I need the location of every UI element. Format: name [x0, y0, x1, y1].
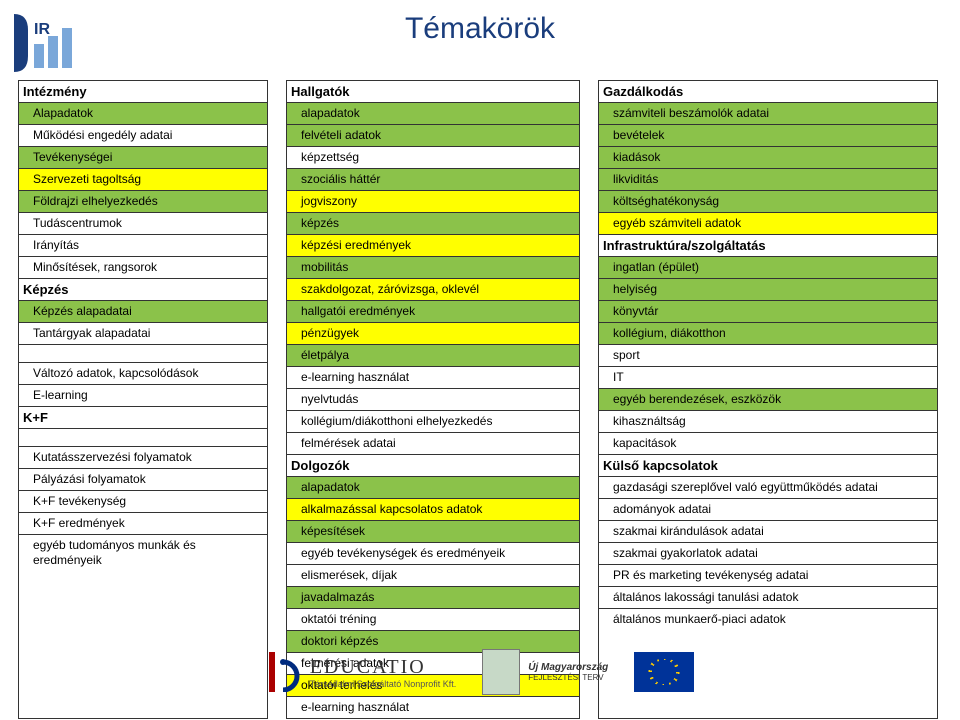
table-row: Irányítás	[19, 235, 267, 257]
section-header: Intézmény	[19, 81, 267, 103]
footer: EDUCATIO Társadalmi Szolgáltató Nonprofi…	[0, 636, 960, 708]
section-header: Képzés	[19, 279, 267, 301]
table-row: K+F tevékenység	[19, 491, 267, 513]
section-header: Gazdálkodás	[599, 81, 937, 103]
educatio-text: EDUCATIO	[310, 656, 457, 679]
table-row: helyiség	[599, 279, 937, 301]
table-row: Tevékenységei	[19, 147, 267, 169]
table-row: Tantárgyak alapadatai	[19, 323, 267, 345]
table-row: Minősítések, rangsorok	[19, 257, 267, 279]
table-row: mobilitás	[287, 257, 579, 279]
table-row: Szervezeti tagoltság	[19, 169, 267, 191]
table-row: könyvtár	[599, 301, 937, 323]
table-row: likviditás	[599, 169, 937, 191]
table-row: felmérések adatai	[287, 433, 579, 455]
table-row: IT	[599, 367, 937, 389]
table-row: képzettség	[287, 147, 579, 169]
educatio-logo: EDUCATIO Társadalmi Szolgáltató Nonprofi…	[266, 652, 457, 692]
table-row: általános munkaerő-piaci adatok	[599, 609, 937, 630]
table-row: egyéb tudományos munkák és eredményeik	[19, 535, 267, 571]
spacer-row	[19, 429, 267, 447]
table-row: alapadatok	[287, 477, 579, 499]
table-row: javadalmazás	[287, 587, 579, 609]
table-row: egyéb berendezések, eszközök	[599, 389, 937, 411]
section-header: Infrastruktúra/szolgáltatás	[599, 235, 937, 257]
table-row: életpálya	[287, 345, 579, 367]
table-row: kollégium, diákotthon	[599, 323, 937, 345]
table-row: jogviszony	[287, 191, 579, 213]
table-row: alkalmazással kapcsolatos adatok	[287, 499, 579, 521]
columns-wrapper: IntézményAlapadatokMűködési engedély ada…	[18, 80, 938, 719]
section-header: K+F	[19, 407, 267, 429]
table-row: Földrajzi elhelyezkedés	[19, 191, 267, 213]
table-row: Alapadatok	[19, 103, 267, 125]
table-row: elismerések, díjak	[287, 565, 579, 587]
table-row: képzési eredmények	[287, 235, 579, 257]
table-row: pénzügyek	[287, 323, 579, 345]
table-row: kapacitások	[599, 433, 937, 455]
table-row: kihasználtság	[599, 411, 937, 433]
table-row: ingatlan (épület)	[599, 257, 937, 279]
table-row: K+F eredmények	[19, 513, 267, 535]
page-title: Témakörök	[0, 12, 960, 46]
table-row: képesítések	[287, 521, 579, 543]
umft-line2: FEJLESZTÉSI TERV	[528, 673, 608, 682]
table-row: alapadatok	[287, 103, 579, 125]
table-row: szakmai kirándulások adatai	[599, 521, 937, 543]
table-row: Változó adatok, kapcsolódások	[19, 363, 267, 385]
table-row: hallgatói eredmények	[287, 301, 579, 323]
table-row: szociális háttér	[287, 169, 579, 191]
table-row: egyéb számviteli adatok	[599, 213, 937, 235]
table-row: gazdasági szereplővel való együttműködés…	[599, 477, 937, 499]
table-row: Kutatásszervezési folyamatok	[19, 447, 267, 469]
table-row: Tudáscentrumok	[19, 213, 267, 235]
table-row: szakdolgozat, záróvizsga, oklevél	[287, 279, 579, 301]
eu-flag-icon	[634, 652, 694, 692]
table-row: PR és marketing tevékenység adatai	[599, 565, 937, 587]
spacer-row	[19, 345, 267, 363]
table-row: Pályázási folyamatok	[19, 469, 267, 491]
table-row: Működési engedély adatai	[19, 125, 267, 147]
table-row: kiadások	[599, 147, 937, 169]
table-row: bevételek	[599, 125, 937, 147]
column-1: IntézményAlapadatokMűködési engedély ada…	[18, 80, 268, 719]
table-row: képzés	[287, 213, 579, 235]
section-header: Dolgozók	[287, 455, 579, 477]
table-row: szakmai gyakorlatok adatai	[599, 543, 937, 565]
table-row: nyelvtudás	[287, 389, 579, 411]
table-row: általános lakossági tanulási adatok	[599, 587, 937, 609]
table-row: E-learning	[19, 385, 267, 407]
table-row: sport	[599, 345, 937, 367]
table-row: számviteli beszámolók adatai	[599, 103, 937, 125]
umft-logo: Új Magyarország FEJLESZTÉSI TERV	[482, 649, 608, 695]
table-row: kollégium/diákotthoni elhelyezkedés	[287, 411, 579, 433]
umft-line1: Új Magyarország	[528, 662, 608, 673]
section-header: Hallgatók	[287, 81, 579, 103]
table-row: költséghatékonyság	[599, 191, 937, 213]
table-row: Képzés alapadatai	[19, 301, 267, 323]
educatio-sub: Társadalmi Szolgáltató Nonprofit Kft.	[310, 679, 457, 689]
column-2: Hallgatókalapadatokfelvételi adatokképze…	[286, 80, 580, 719]
section-header: Külső kapcsolatok	[599, 455, 937, 477]
table-row: egyéb tevékenységek és eredményeik	[287, 543, 579, 565]
table-row: adományok adatai	[599, 499, 937, 521]
table-row: e-learning használat	[287, 367, 579, 389]
table-row: felvételi adatok	[287, 125, 579, 147]
column-3: Gazdálkodásszámviteli beszámolók adataib…	[598, 80, 938, 719]
table-row: oktatói tréning	[287, 609, 579, 631]
